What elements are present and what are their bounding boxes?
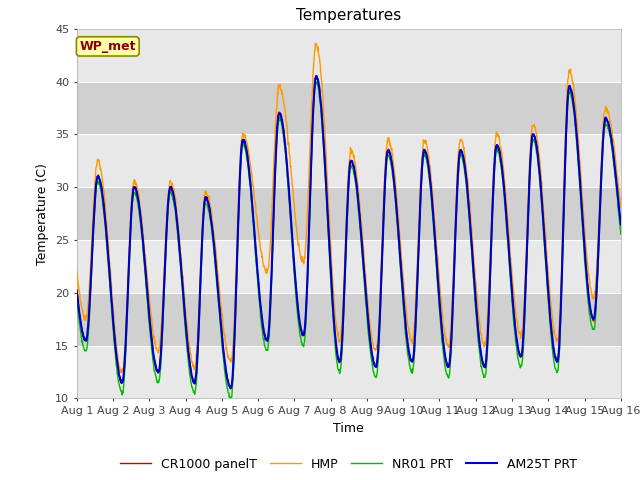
NR01 PRT (617, 231, 625, 237)
CR1000 panelT (73, 287, 81, 293)
NR01 PRT (255, 295, 263, 300)
Bar (77, 187, 621, 240)
NR01 PRT (180, 315, 188, 321)
Bar (77, 293, 621, 346)
Title: Temperatures: Temperatures (296, 9, 401, 24)
NR01 PRT (73, 296, 81, 302)
Legend: CR1000 panelT, HMP, NR01 PRT, AM25T PRT: CR1000 panelT, HMP, NR01 PRT, AM25T PRT (115, 453, 582, 476)
CR1000 panelT (617, 223, 625, 228)
CR1000 panelT (312, 72, 320, 78)
AM25T PRT (194, 345, 202, 351)
Y-axis label: Temperature (C): Temperature (C) (36, 163, 49, 264)
Bar (77, 134, 621, 187)
X-axis label: Time: Time (333, 421, 364, 434)
HMP (553, 336, 561, 342)
NR01 PRT (227, 397, 234, 403)
AM25T PRT (553, 359, 561, 365)
HMP (195, 322, 202, 327)
Bar (77, 29, 621, 82)
Bar (77, 346, 621, 398)
Line: NR01 PRT: NR01 PRT (77, 82, 621, 400)
CR1000 panelT (180, 306, 188, 312)
CR1000 panelT (434, 276, 442, 281)
AM25T PRT (255, 287, 263, 293)
HMP (617, 205, 625, 211)
Line: CR1000 panelT: CR1000 panelT (77, 75, 621, 389)
AM25T PRT (312, 73, 320, 79)
HMP (434, 255, 442, 261)
CR1000 panelT (505, 249, 513, 255)
Text: WP_met: WP_met (79, 40, 136, 53)
Line: AM25T PRT: AM25T PRT (77, 76, 621, 388)
NR01 PRT (505, 256, 513, 262)
AM25T PRT (180, 307, 188, 313)
HMP (255, 233, 263, 239)
HMP (181, 302, 189, 308)
HMP (73, 268, 81, 274)
AM25T PRT (227, 385, 234, 391)
AM25T PRT (73, 288, 81, 294)
NR01 PRT (553, 370, 561, 376)
NR01 PRT (194, 356, 202, 361)
Bar (77, 82, 621, 134)
CR1000 panelT (194, 345, 202, 351)
Line: HMP: HMP (77, 43, 621, 372)
HMP (116, 370, 124, 375)
AM25T PRT (505, 248, 513, 253)
CR1000 panelT (227, 386, 234, 392)
CR1000 panelT (255, 286, 263, 292)
HMP (505, 235, 513, 240)
CR1000 panelT (553, 358, 561, 364)
NR01 PRT (434, 284, 442, 290)
Bar (77, 240, 621, 293)
AM25T PRT (434, 276, 442, 282)
NR01 PRT (314, 79, 321, 84)
HMP (312, 40, 320, 46)
AM25T PRT (617, 221, 625, 227)
